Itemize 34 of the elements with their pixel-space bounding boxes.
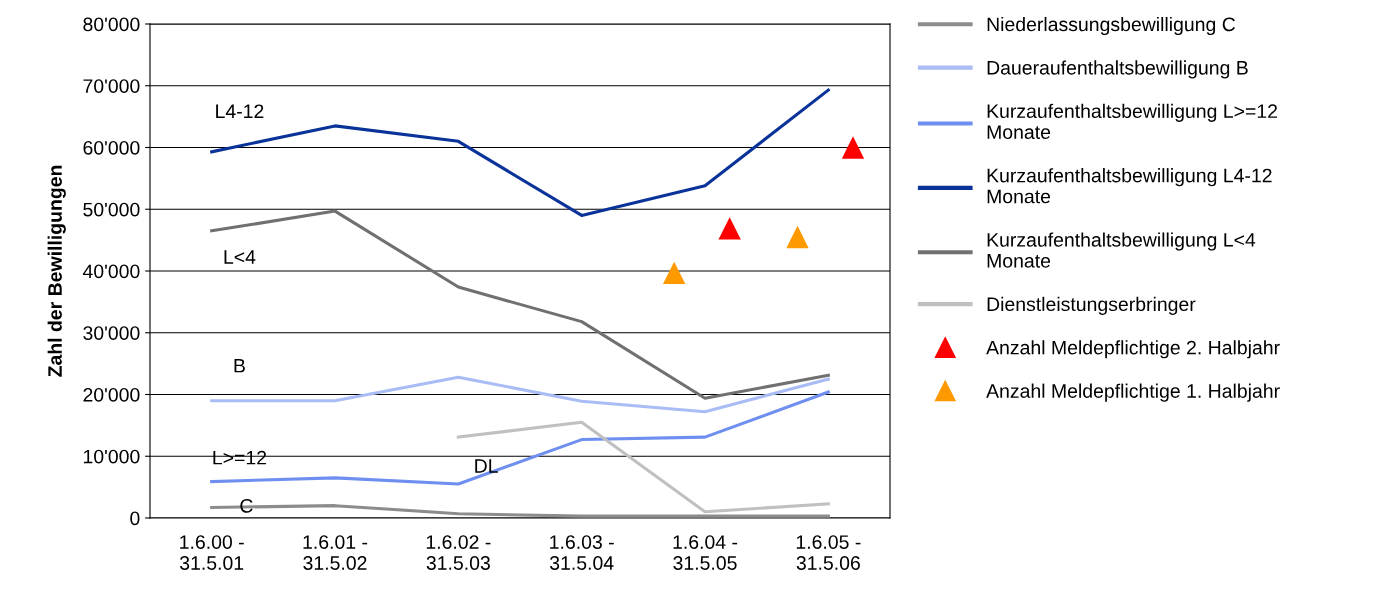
y-tick-label: 50'000: [83, 202, 140, 217]
y-tick-label: 40'000: [82, 264, 140, 279]
annotation: L<4: [224, 250, 256, 264]
legend-label: Kurzaufenthaltsbewilligung L<4 Monate: [987, 232, 1256, 268]
y-tick-label: 20'000: [83, 387, 140, 402]
y-axis-title: Zahl der Bewilligungen: [47, 165, 66, 377]
x-tick-label: 1.6.04 - 31.5.05: [673, 535, 738, 570]
x-tick-label: 1.6.03 - 31.5.04: [549, 535, 614, 570]
y-tick-label: 70'000: [83, 79, 140, 93]
line-series: [456, 420, 830, 514]
x-tick-label: 1.6.05 - 31.5.06: [796, 535, 861, 570]
annotation: B: [234, 358, 245, 373]
y-tick-label: 30'000: [83, 326, 140, 340]
line-series: [210, 209, 830, 400]
x-tick-label: 1.6.02 - 31.5.03: [426, 535, 491, 570]
legend-label: Dienstleistungserbringer: [987, 296, 1196, 315]
legend-label: Kurzaufenthaltsbewilligung L4-12 Monate: [987, 168, 1272, 204]
y-tick-label: 0: [130, 511, 140, 526]
annotation: C: [240, 498, 253, 513]
y-tick-label: 10'000: [83, 449, 140, 464]
legend-label: Anzahl Meldepflichtige 1. Halbjahr: [986, 383, 1280, 402]
x-tick-label: 1.6.00 - 31.5.01: [179, 535, 244, 570]
y-tick-label: 80'000: [83, 17, 140, 32]
x-tick-label: 1.6.01 - 31.5.02: [303, 535, 368, 570]
line-series: [210, 390, 830, 486]
annotation: L4-12: [216, 104, 264, 118]
legend-label: Anzahl Meldepflichtige 2. Halbjahr: [986, 340, 1280, 359]
legend-label: Niederlassungsbewilligung C: [987, 16, 1236, 36]
annotation: DL: [475, 459, 498, 473]
line-series: [210, 375, 830, 414]
line-series: [210, 88, 830, 217]
legend-label: Kurzaufenthaltsbewilligung L>=12 Monate: [987, 103, 1277, 139]
legend-label: Daueraufenthaltsbewilligung B: [987, 60, 1248, 79]
y-tick-label: 60'000: [83, 140, 140, 155]
